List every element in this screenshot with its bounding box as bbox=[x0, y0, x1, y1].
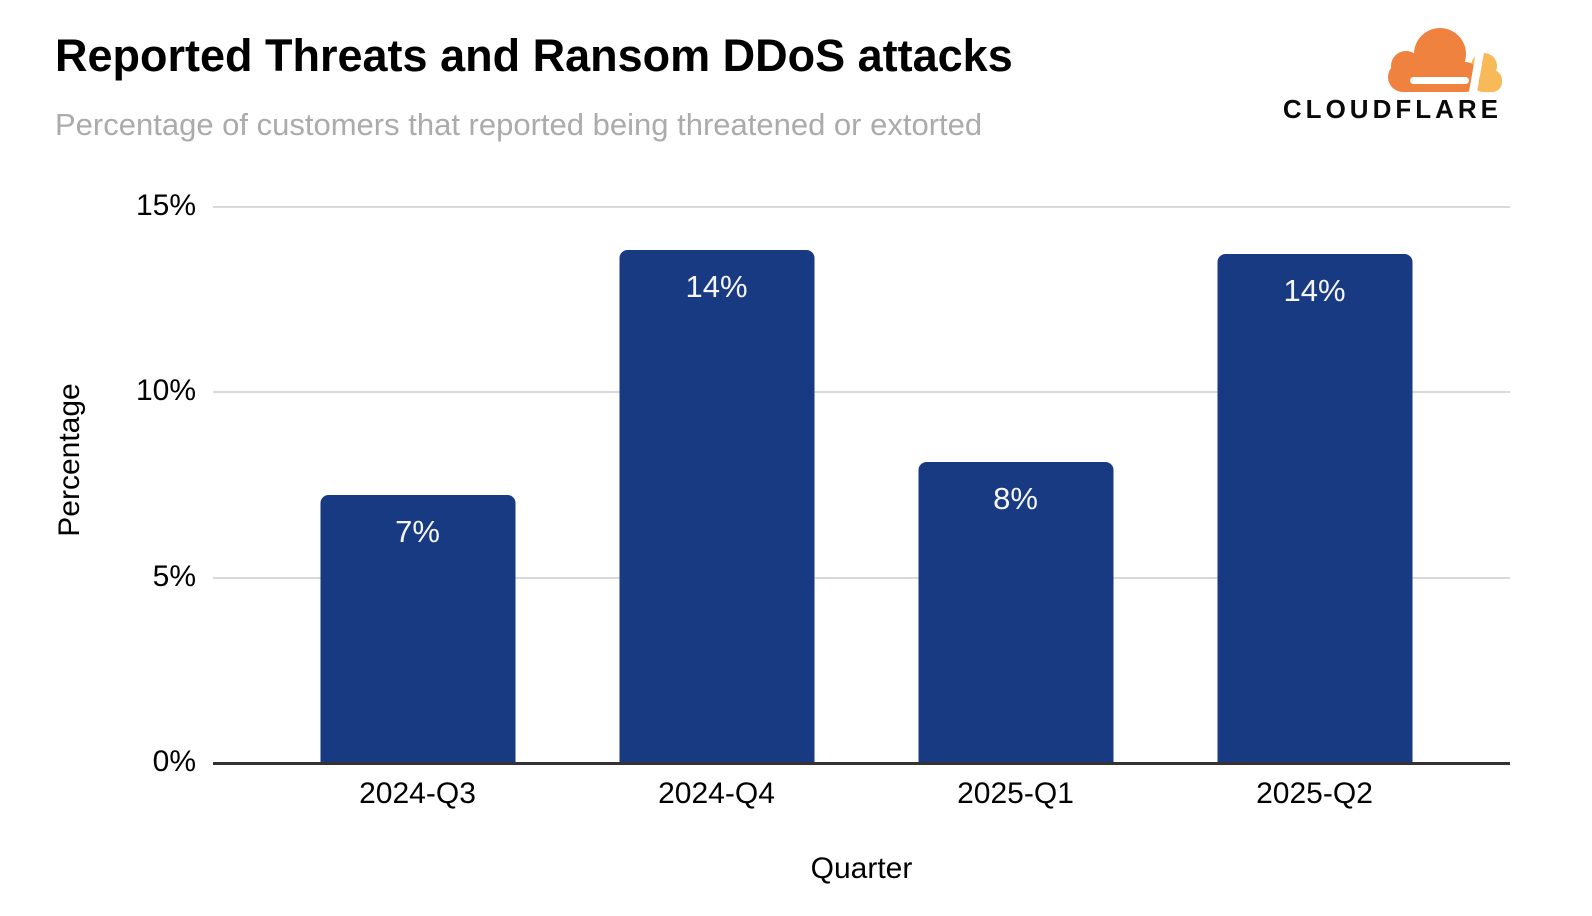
bar-value-label: 8% bbox=[993, 480, 1038, 516]
x-axis-title: Quarter bbox=[810, 852, 913, 885]
plot-area bbox=[213, 206, 1510, 765]
bar-slot: 14% bbox=[567, 206, 866, 762]
bar-2024-Q4: 14% bbox=[619, 250, 814, 762]
bar-slot: 8% bbox=[866, 206, 1165, 762]
y-tick-label: 15% bbox=[135, 189, 196, 222]
bar-series: 7% 14% 8% 14% bbox=[268, 206, 1464, 762]
cloudflare-logo: CLOUDFLARE bbox=[1257, 28, 1502, 125]
x-tick-label: 2025-Q2 bbox=[1256, 777, 1373, 810]
bar-slot: 7% bbox=[268, 206, 567, 762]
chart-header: Reported Threats and Ransom DDoS attacks… bbox=[55, 30, 1205, 142]
x-axis-tick-labels: 2024-Q3 2024-Q4 2025-Q1 2025-Q2 bbox=[268, 776, 1464, 812]
bar-value-label: 7% bbox=[395, 514, 440, 550]
bar-2024-Q3: 7% bbox=[320, 495, 515, 762]
x-tick-label: 2024-Q3 bbox=[359, 777, 476, 810]
bar-2025-Q1: 8% bbox=[918, 461, 1113, 762]
cloudflare-wordmark: CLOUDFLARE bbox=[1282, 94, 1502, 124]
bar-value-label: 14% bbox=[1283, 273, 1346, 309]
x-tick-label: 2025-Q1 bbox=[957, 777, 1074, 810]
chart-subtitle: Percentage of customers that reported be… bbox=[55, 106, 983, 142]
x-tick-label: 2024-Q4 bbox=[658, 777, 775, 810]
y-axis-title: Percentage bbox=[53, 383, 86, 537]
gridline bbox=[213, 206, 1510, 208]
y-tick-label: 0% bbox=[152, 745, 196, 778]
y-tick-label: 5% bbox=[152, 559, 196, 593]
bar-2025-Q2: 14% bbox=[1217, 254, 1412, 762]
chart-title: Reported Threats and Ransom DDoS attacks bbox=[55, 30, 1013, 81]
gridline bbox=[213, 576, 1510, 579]
bar-value-label: 14% bbox=[685, 269, 748, 305]
y-axis-tick-labels: 0% 5% 10% 15% bbox=[90, 189, 196, 778]
gridline bbox=[213, 391, 1510, 394]
cloudflare-cloud-icon bbox=[1388, 28, 1502, 92]
y-tick-label: 10% bbox=[135, 374, 196, 408]
bar-slot: 14% bbox=[1165, 206, 1464, 762]
